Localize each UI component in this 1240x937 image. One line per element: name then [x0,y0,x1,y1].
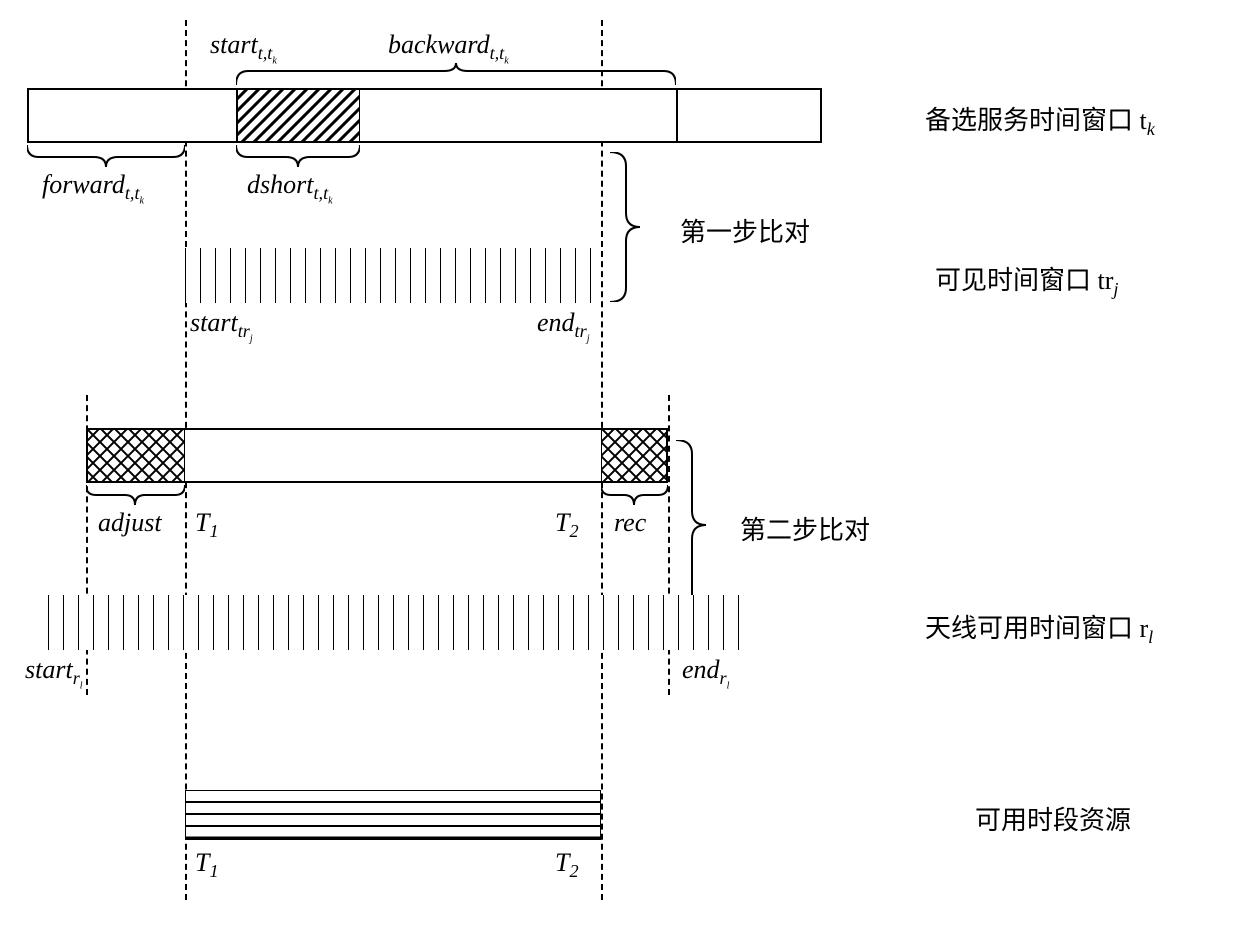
label-T1-row3: T1 [195,508,219,542]
label-adjust: adjust [98,508,162,538]
label-row4-right: 天线可用时间窗口 rl [925,608,1153,648]
row1-hatched [236,88,360,143]
label-start-rl: startrl [25,655,83,692]
label-start-trj: starttrj [190,308,253,345]
label-end-trj: endtrj [537,308,589,345]
row1-backward-end-divider [676,88,678,143]
brace-dshort [236,145,360,167]
label-backward-ttk: backwardt,tk [388,30,509,67]
brace-step2 [676,440,706,610]
label-row5-right: 可用时段资源 [975,800,1131,837]
brace-forward [27,145,185,167]
label-dshort-ttk: dshortt,tk [247,170,333,207]
row1-bar [27,88,822,143]
label-rec: rec [614,508,646,538]
row5-bar [185,790,601,840]
label-forward-ttk: forwardt,tk [42,170,144,207]
label-T2-row3: T2 [555,508,579,542]
label-row1-right: 备选服务时间窗口 tk [925,100,1155,140]
row3-adjust [86,428,185,483]
brace-step1 [610,152,640,302]
row1-start-divider [236,88,238,143]
label-T2-row5: T2 [555,848,579,882]
label-row2-right: 可见时间窗口 trj [935,260,1118,300]
label-step2: 第二步比对 [740,510,870,547]
row3-rec [601,428,668,483]
brace-adjust [86,485,185,505]
label-T1-row5: T1 [195,848,219,882]
label-step1: 第一步比对 [680,212,810,249]
guide-rec-end [668,395,670,695]
label-start-ttk: startt,tk [210,30,277,67]
label-end-rl: endrl [682,655,729,692]
brace-rec [601,485,668,505]
row4-stripes [48,595,746,650]
row2-stripes [185,248,601,303]
timing-diagram: startt,tk backwardt,tk forwardt,tk dshor… [0,0,1240,937]
